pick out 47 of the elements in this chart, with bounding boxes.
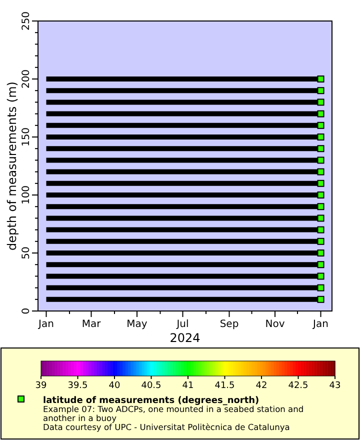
point xyxy=(317,156,324,164)
y-tick-label: 50 xyxy=(21,246,32,260)
point xyxy=(317,145,324,152)
point xyxy=(317,134,324,140)
x-tick-label: May xyxy=(126,319,148,330)
color-bar-label: 41 xyxy=(182,381,194,391)
color-bar-label: 40 xyxy=(108,381,120,391)
x-tick-label: Nov xyxy=(265,319,285,330)
color-bar-label: 39 xyxy=(35,381,47,391)
y-tick-label: 250 xyxy=(21,11,32,31)
point xyxy=(317,76,324,82)
x-tick-label: Mar xyxy=(82,319,102,330)
y-tick-label: 150 xyxy=(21,127,32,147)
point xyxy=(317,272,324,280)
point xyxy=(317,203,324,210)
point xyxy=(317,110,324,118)
y-tick-label: 100 xyxy=(21,185,32,205)
y-tick-label: 200 xyxy=(21,69,32,89)
color-bar-label: 39.5 xyxy=(68,381,88,391)
point xyxy=(317,192,324,198)
color-bar-label: 42 xyxy=(256,381,268,391)
color-bar-title: latitude of measurements (degrees_north) xyxy=(43,396,260,406)
point xyxy=(317,168,324,176)
point xyxy=(317,238,324,245)
x-tick-label: Jan xyxy=(312,319,328,330)
color-bar-label: 40.5 xyxy=(141,381,162,391)
x-axis-title: 2024 xyxy=(170,331,200,345)
point xyxy=(317,98,324,106)
y-tick-label: 0 xyxy=(21,308,32,314)
x-tick-label: Jul xyxy=(176,319,189,330)
point xyxy=(317,250,324,256)
point xyxy=(317,87,324,94)
text: Data courtesy of UPC - Universitat Politècnica de Catalunya xyxy=(43,422,290,432)
point xyxy=(317,122,324,129)
y-axis-title: depth of measurements (m) xyxy=(5,82,19,250)
point xyxy=(317,261,324,268)
text: Example 07: Two ADCPs, one mounted in a seabed station and another in a buoy xyxy=(43,404,304,423)
point xyxy=(317,284,324,292)
point xyxy=(317,180,324,187)
point xyxy=(317,214,324,222)
x-tick-label: Sep xyxy=(220,319,239,330)
color-bar-label: 43 xyxy=(329,381,341,391)
x-tick-label: Jan xyxy=(38,319,54,330)
color-bar-label: 41.5 xyxy=(214,381,235,391)
point xyxy=(317,296,324,303)
color-bar-label: 42.5 xyxy=(288,381,308,391)
point xyxy=(317,226,324,234)
